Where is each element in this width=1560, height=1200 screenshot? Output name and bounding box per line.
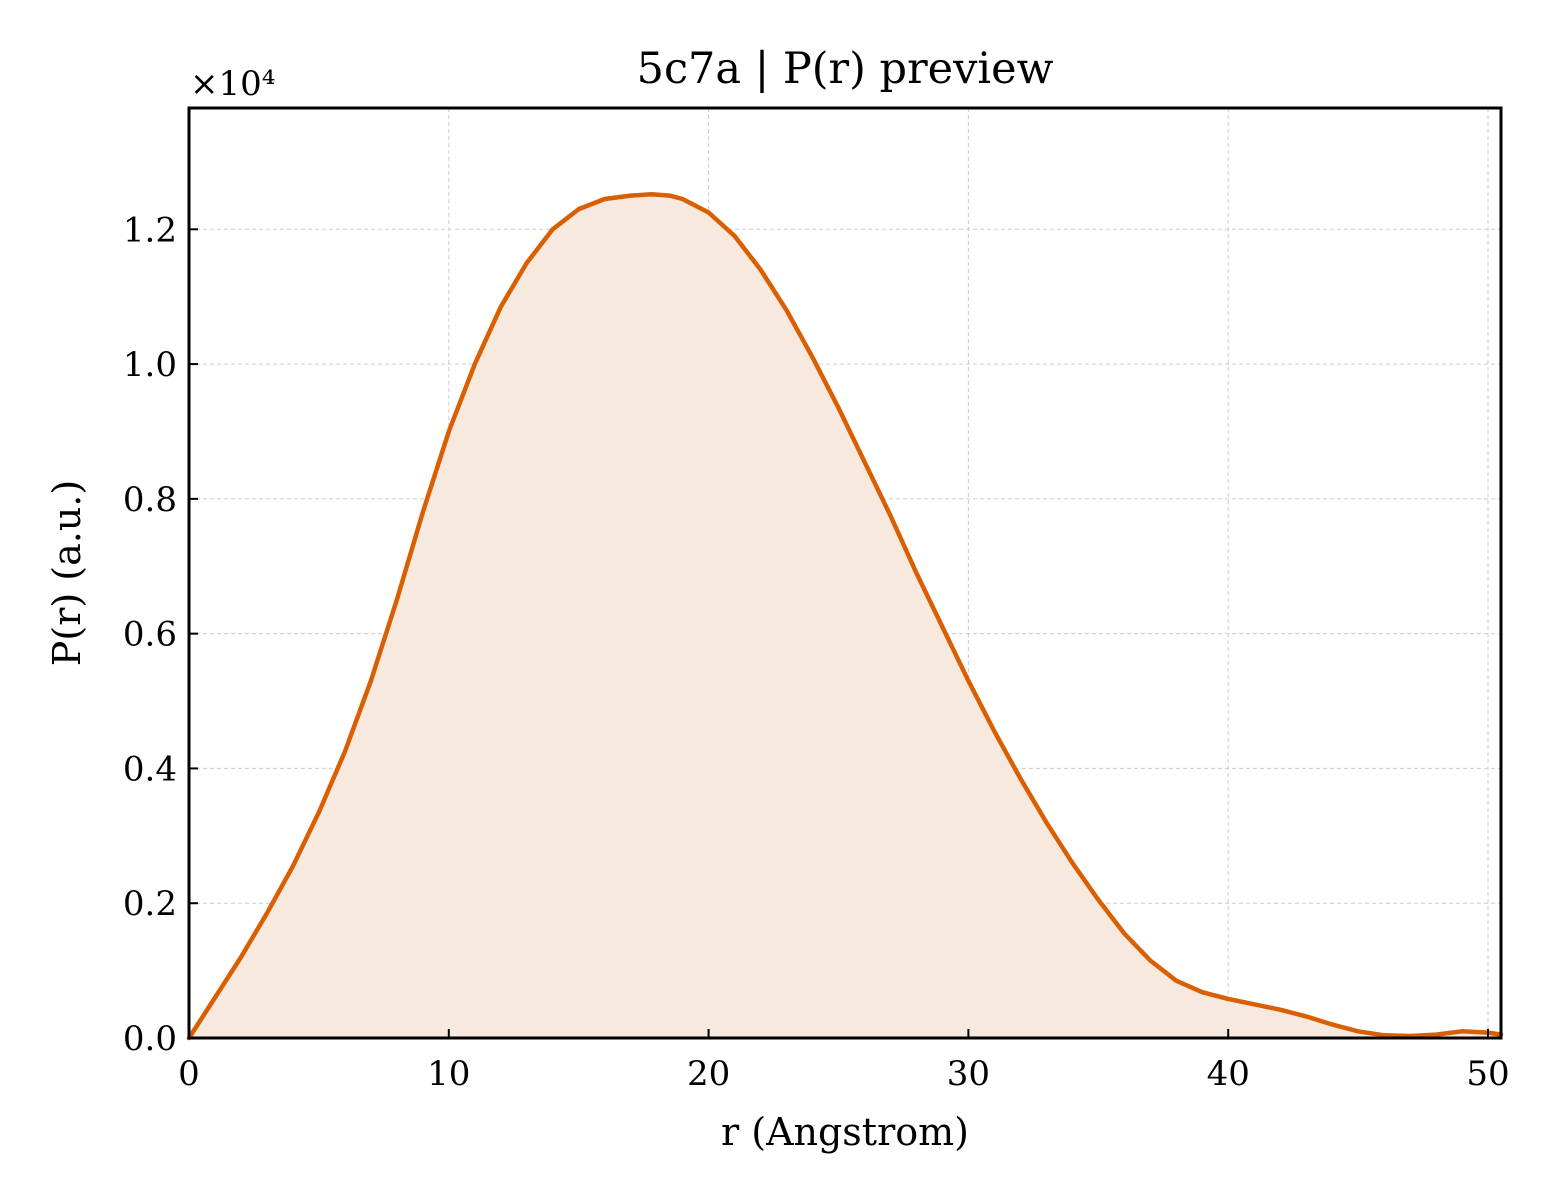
- x-tick-label: 40: [1207, 1054, 1250, 1094]
- y-tick-label: 1.0: [123, 345, 177, 385]
- x-tick-label: 0: [178, 1054, 200, 1094]
- y-offset-label: ×10⁴: [190, 64, 275, 104]
- y-tick-label: 0.4: [123, 749, 177, 789]
- y-tick-label: 0.2: [123, 884, 177, 924]
- y-tick-label: 0.8: [123, 480, 177, 520]
- x-tick-label: 20: [687, 1054, 730, 1094]
- y-tick-label: 0.0: [123, 1019, 177, 1059]
- y-tick-label: 0.6: [123, 615, 177, 655]
- chart-title: 5c7a | P(r) preview: [637, 44, 1054, 94]
- pr-area-fill: [189, 194, 1501, 1039]
- x-tick-label: 30: [947, 1054, 990, 1094]
- x-tick-label: 50: [1466, 1054, 1509, 1094]
- x-tick-label: 10: [427, 1054, 470, 1094]
- plot-frame: [187, 106, 1503, 1040]
- data-area: [186, 192, 1504, 1041]
- pr-series-line: [186, 192, 1504, 1041]
- y-tick-label: 1.2: [123, 210, 177, 250]
- y-axis-label: P(r) (a.u.): [45, 480, 89, 666]
- x-axis-label: r (Angstrom): [721, 1110, 969, 1154]
- axis-ticks: 0 10 20 30 40 50 0.0 0.2 0.4 0.6 0.8 1.0 1.2: [123, 210, 1510, 1094]
